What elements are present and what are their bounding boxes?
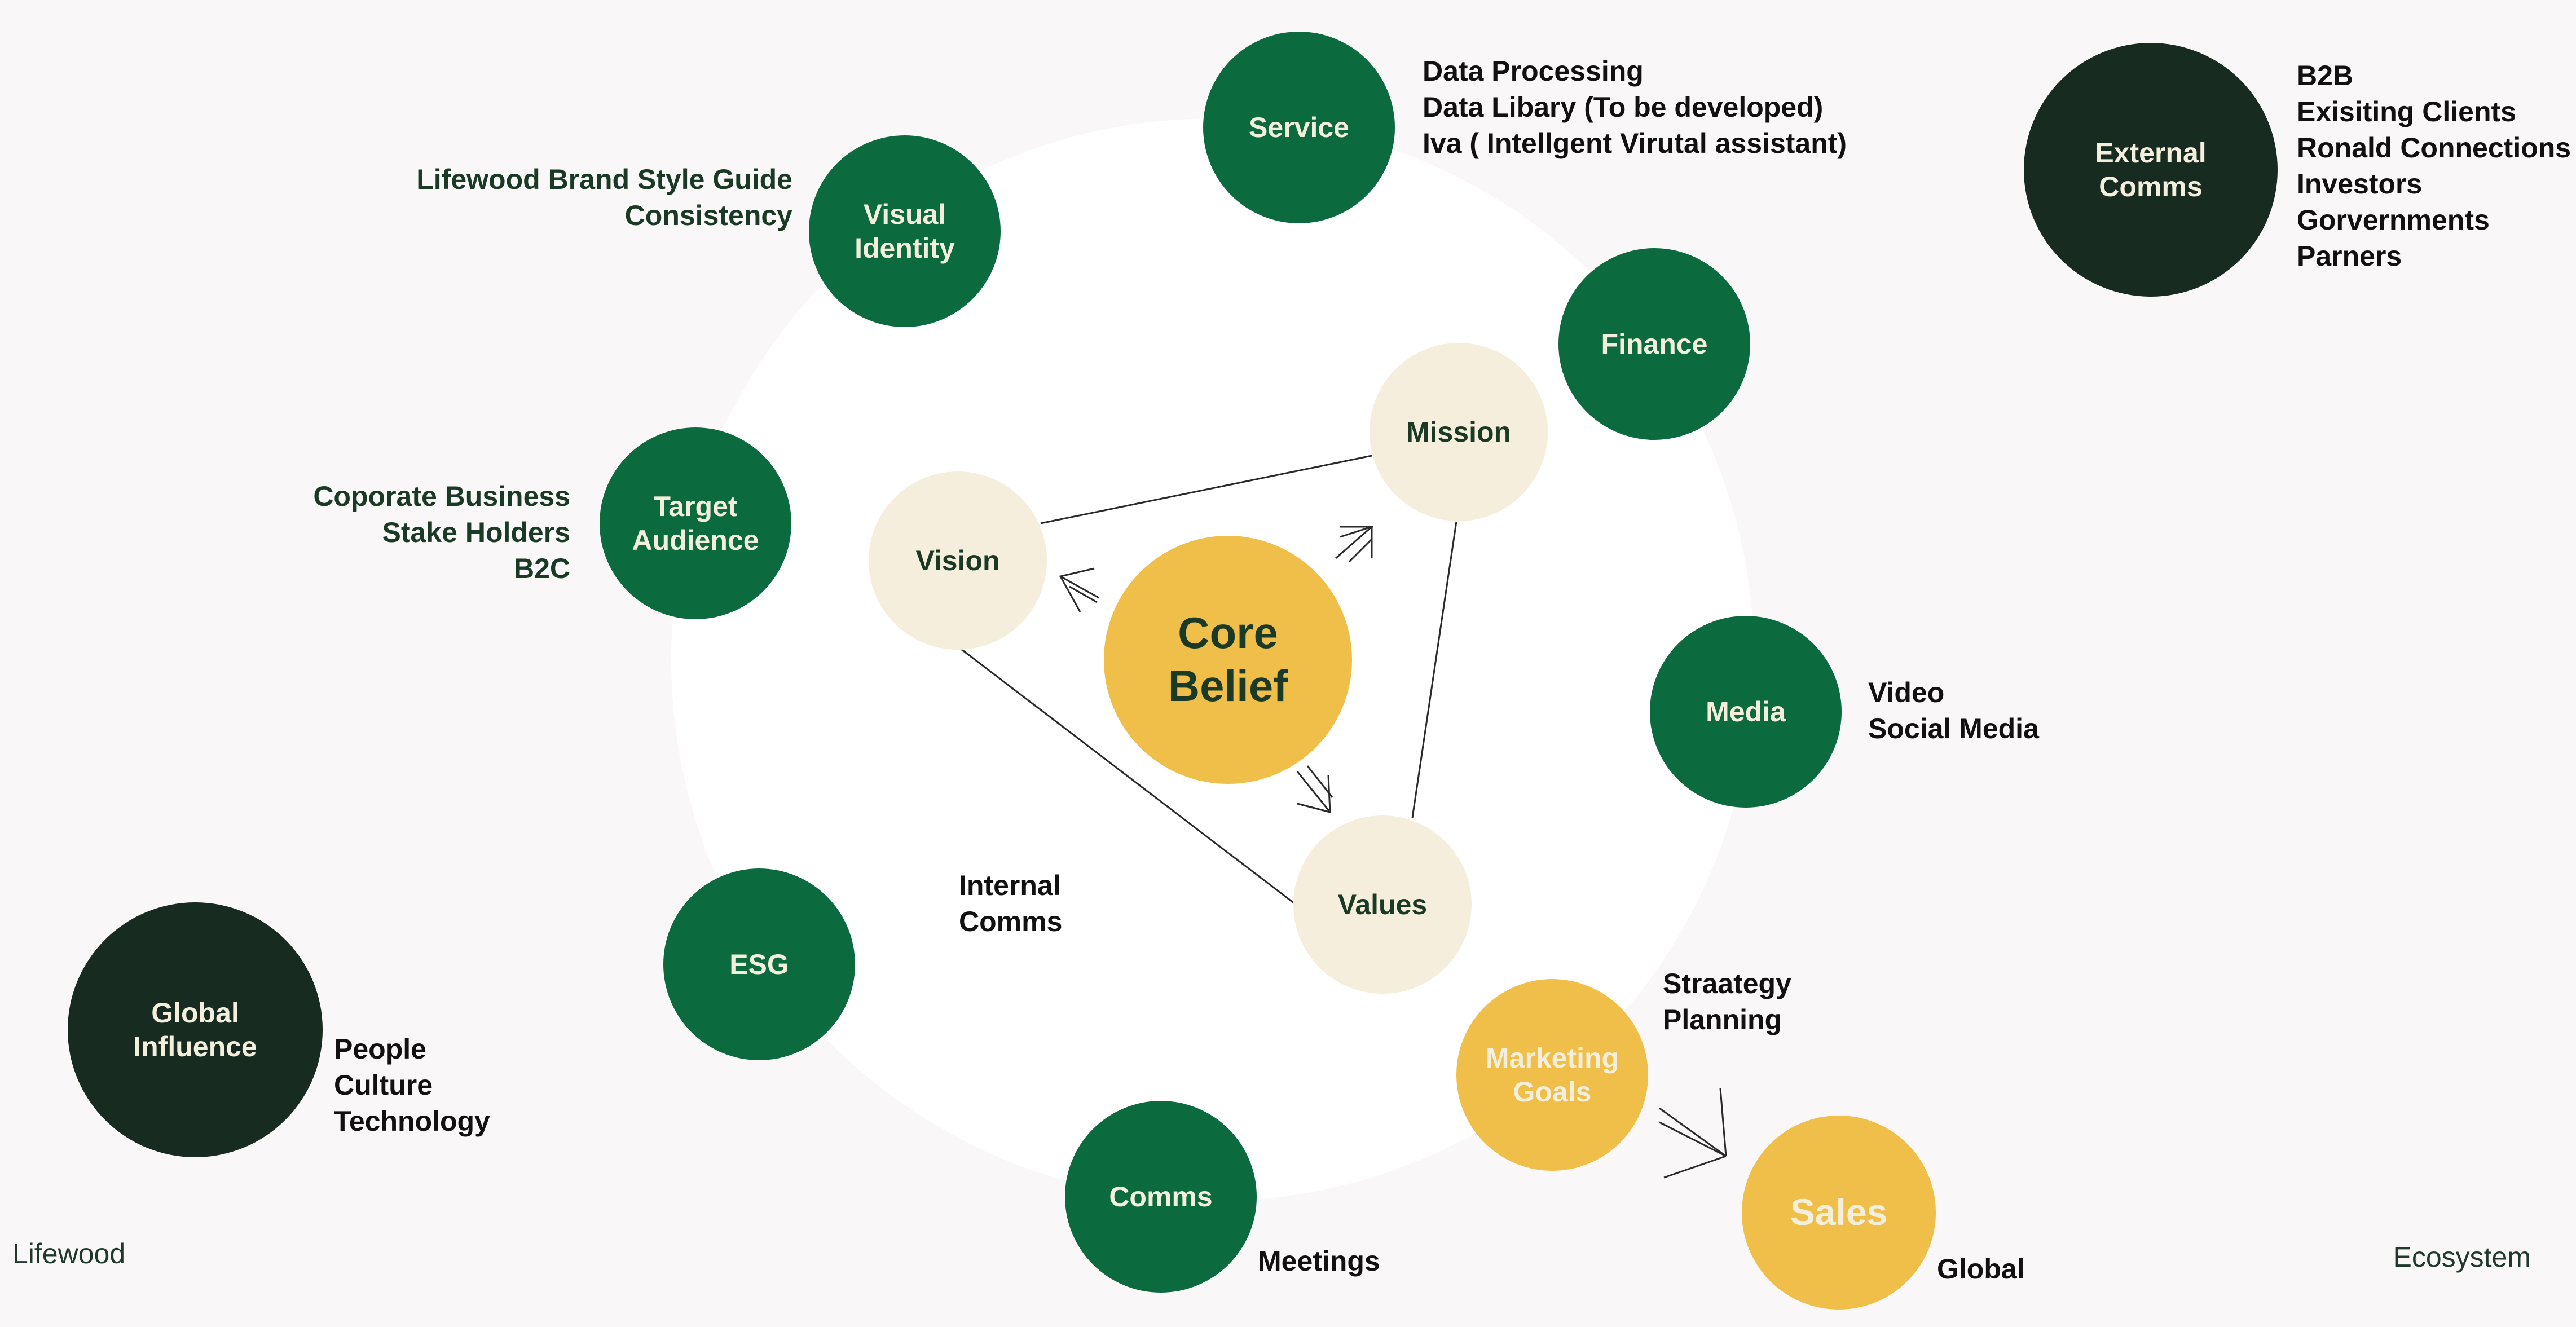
- note-line: Exisiting Clients: [2297, 96, 2516, 127]
- core-belief-node[interactable]: Core Belief: [1104, 536, 1352, 784]
- note-line: Gorvernments: [2297, 204, 2490, 236]
- sales-notes: Global: [1937, 1251, 2025, 1287]
- note-line: Data Processing: [1423, 55, 1644, 87]
- note-line: Culture: [334, 1069, 433, 1101]
- note-line: Social Media: [1868, 713, 2039, 744]
- global-influence-notes: People Culture Technology: [334, 1031, 490, 1139]
- external-comms-notes: B2B Exisiting Clients Ronald Connections…: [2297, 58, 2571, 274]
- note-line: Lifewood Brand Style Guide: [416, 164, 792, 195]
- note-line: Video: [1868, 677, 1945, 708]
- note-line: Straategy: [1663, 968, 1791, 999]
- esg-node[interactable]: ESG: [663, 868, 855, 1060]
- target-audience-notes: Coporate Business Stake Holders B2C: [313, 478, 570, 587]
- service-notes: Data Processing Data Libary (To be devel…: [1423, 53, 1847, 161]
- marketing-goals-notes: Straategy Planning: [1663, 966, 1791, 1038]
- note-line: Meetings: [1258, 1245, 1380, 1277]
- arrow-to-vision: [1059, 567, 1099, 612]
- note-line: Planning: [1663, 1004, 1782, 1035]
- note-line: Comms: [959, 906, 1063, 937]
- note-line: Global: [1937, 1253, 2025, 1285]
- note-line: Internal: [959, 870, 1061, 901]
- note-line: Ronald Connections: [2297, 132, 2571, 164]
- note-line: Data Libary (To be developed): [1423, 91, 1824, 123]
- comms-notes: Meetings: [1258, 1243, 1380, 1279]
- note-line: Stake Holders: [382, 517, 570, 548]
- lifewood-label: Lifewood: [12, 1238, 126, 1269]
- target-audience-node[interactable]: Target Audience: [600, 427, 791, 619]
- media-notes: Video Social Media: [1868, 674, 2039, 747]
- arrow-to-mission: [1335, 526, 1373, 563]
- note-line: Iva ( Intellgent Virutal assistant): [1423, 127, 1847, 159]
- vision-values-line: [958, 646, 1295, 905]
- ecosystem-label: Ecosystem: [2393, 1241, 2531, 1273]
- finance-node[interactable]: Finance: [1558, 248, 1750, 440]
- note-line: Coporate Business: [313, 480, 570, 512]
- mission-values-line: [1411, 521, 1457, 818]
- vision-node[interactable]: Vision: [869, 471, 1047, 650]
- media-node[interactable]: Media: [1650, 616, 1842, 808]
- service-node[interactable]: Service: [1203, 32, 1395, 223]
- arrow-to-sales: [1659, 1088, 1727, 1179]
- note-line: People: [334, 1033, 426, 1065]
- mission-node[interactable]: Mission: [1370, 343, 1548, 521]
- external-comms-node[interactable]: External Comms: [2024, 43, 2278, 297]
- global-influence-node[interactable]: Global Influence: [68, 902, 323, 1157]
- marketing-goals-node[interactable]: Marketing Goals: [1456, 979, 1648, 1171]
- note-line: Parners: [2297, 240, 2402, 272]
- arrow-to-values: [1296, 765, 1333, 813]
- note-line: Investors: [2297, 168, 2423, 200]
- vision-mission-line: [1040, 455, 1372, 524]
- values-node[interactable]: Values: [1293, 815, 1472, 994]
- note-line: Technology: [334, 1105, 490, 1137]
- comms-node[interactable]: Comms: [1065, 1101, 1257, 1293]
- note-line: Consistency: [624, 200, 792, 231]
- sales-node[interactable]: Sales: [1742, 1116, 1936, 1310]
- visual-identity-notes: Lifewood Brand Style Guide Consistency: [416, 161, 792, 233]
- note-line: B2B: [2297, 60, 2354, 91]
- visual-identity-node[interactable]: Visual Identity: [809, 135, 1001, 327]
- note-line: B2C: [513, 553, 570, 584]
- internal-comms-notes: Internal Comms: [959, 867, 1062, 940]
